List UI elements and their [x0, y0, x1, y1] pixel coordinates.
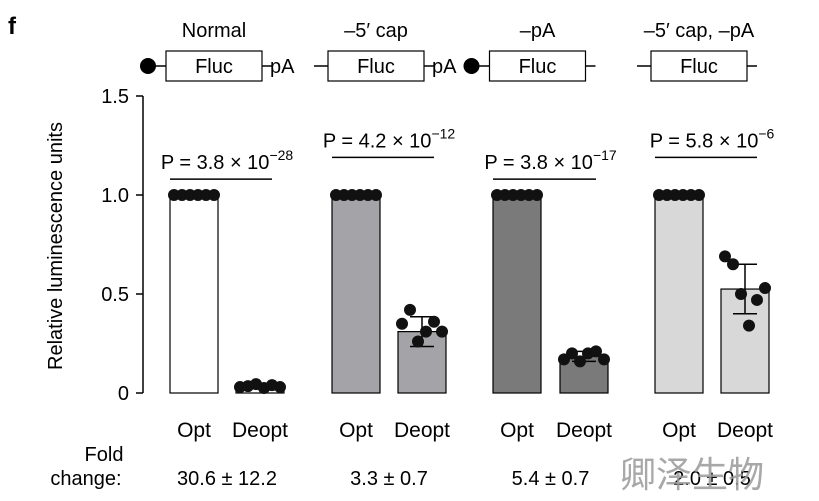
- bar: [169, 194, 219, 394]
- cap-icon: [463, 58, 480, 74]
- data-points: [168, 189, 771, 395]
- p-value-label: P = 5.8 × 10−6: [650, 125, 775, 152]
- y-tick-label: 0.5: [101, 284, 129, 306]
- y-tick-label: 0: [118, 383, 129, 405]
- y-axis-label: Relative luminescence units: [45, 122, 67, 370]
- fold-change-heading: change:: [50, 468, 121, 490]
- construct-title: Normal: [182, 20, 246, 42]
- fold-change-value: 2.0 ± 0.5: [673, 468, 751, 490]
- panel-label: f: [8, 13, 17, 40]
- fluc-box: [327, 50, 425, 82]
- fluc-box: [488, 50, 587, 82]
- data-point: [590, 345, 602, 358]
- data-point: [727, 258, 739, 271]
- x-category-label: Opt: [339, 419, 373, 442]
- y-tick-label: 1.5: [101, 86, 129, 108]
- data-point: [436, 325, 448, 338]
- fold-change-heading: Fold: [85, 444, 124, 466]
- construct-title: –5′ cap: [344, 20, 408, 42]
- fluc-box: [650, 50, 748, 82]
- data-point: [412, 335, 424, 348]
- fold-change-value: 3.3 ± 0.7: [350, 468, 428, 490]
- y-tick-label: 1.0: [101, 185, 129, 207]
- fluc-label: Fluc: [680, 56, 718, 78]
- data-point: [566, 347, 578, 360]
- bar: [654, 194, 704, 394]
- data-point: [751, 293, 763, 306]
- y-axis: 0 0.5 1.0 1.5 Relative luminescence units: [45, 86, 144, 405]
- fold-change-value: 30.6 ± 12.2: [177, 468, 277, 490]
- data-point: [735, 288, 747, 300]
- data-point: [719, 250, 731, 263]
- data-point: [743, 319, 755, 332]
- data-point: [396, 317, 408, 330]
- x-category-label: Deopt: [232, 419, 288, 442]
- x-category-label: Opt: [500, 419, 534, 442]
- p-value-label: P = 3.8 × 10−28: [161, 147, 294, 174]
- data-point: [208, 189, 220, 201]
- x-category-label: Deopt: [717, 419, 773, 442]
- fluc-label: Fluc: [519, 56, 557, 78]
- construct-diagrams: Normal Fluc pA –5′ cap Fluc pA –pA Fluc –5′ cap,…: [140, 20, 757, 82]
- construct-title: –5′ cap, –pA: [644, 20, 755, 42]
- data-point: [598, 353, 610, 366]
- data-point: [759, 282, 771, 295]
- fold-change-value: 5.4 ± 0.7: [512, 468, 590, 490]
- cap-icon: [140, 58, 156, 74]
- data-point: [420, 325, 432, 338]
- bars: [169, 194, 770, 394]
- x-category-label: Deopt: [394, 419, 450, 442]
- x-category-label: Deopt: [556, 419, 612, 442]
- fluc-label: Fluc: [195, 56, 233, 78]
- bar: [492, 194, 542, 394]
- bar: [331, 194, 381, 394]
- fluc-label: Fluc: [357, 56, 395, 78]
- construct-title: –pA: [520, 20, 556, 42]
- p-value-annotations: P = 3.8 × 10−28 P = 4.2 × 10−12 P = 3.8 × …: [161, 125, 775, 180]
- x-category-labels: Opt Deopt Opt Deopt Opt Deopt Opt Deopt: [177, 419, 773, 442]
- data-point: [531, 189, 543, 201]
- watermark: 卿泽生物: [620, 455, 764, 496]
- data-point: [693, 189, 705, 201]
- data-point: [574, 355, 586, 368]
- data-point: [428, 315, 440, 328]
- x-category-label: Opt: [662, 419, 696, 442]
- polya-label: pA: [270, 56, 295, 78]
- p-value-label: P = 4.2 × 10−12: [323, 125, 456, 152]
- data-point: [274, 381, 286, 394]
- data-point: [370, 189, 382, 201]
- x-category-label: Opt: [177, 419, 211, 442]
- polya-label: pA: [432, 56, 457, 78]
- data-point: [404, 303, 416, 316]
- p-value-label: P = 3.8 × 10−17: [484, 147, 617, 174]
